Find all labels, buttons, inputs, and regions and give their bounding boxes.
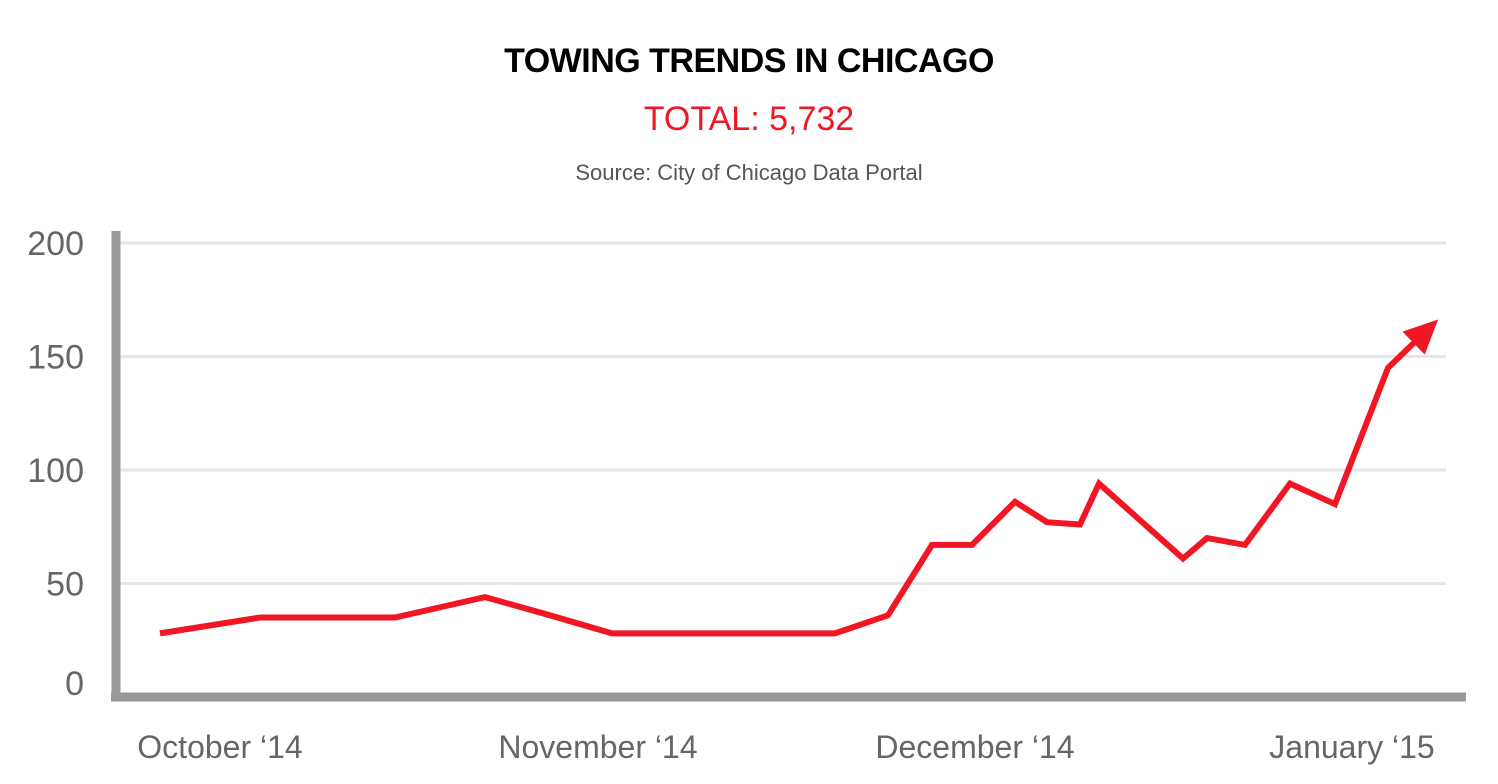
y-axis-tick-labels: 0 50 100 150 200 — [27, 225, 84, 703]
axes — [111, 231, 1466, 702]
x-tick-label-3: January ‘15 — [1269, 729, 1434, 765]
x-axis-tick-labels: October ‘14 November ‘14 December ‘14 Janua… — [137, 729, 1434, 765]
chart-source: Source: City of Chicago Data Portal — [575, 160, 923, 185]
y-tick-label-150: 150 — [27, 339, 84, 377]
chart-subtitle-total: TOTAL: 5,732 — [643, 100, 855, 138]
x-tick-label-2: December ‘14 — [875, 729, 1074, 765]
x-tick-label-0: October ‘14 — [137, 729, 302, 765]
x-tick-label-1: November ‘14 — [498, 729, 697, 765]
y-tick-label-0: 0 — [65, 665, 84, 703]
trend-arrowhead — [1402, 319, 1439, 355]
y-tick-label-100: 100 — [27, 452, 84, 490]
series-layer — [159, 319, 1439, 637]
y-tick-label-200: 200 — [27, 225, 84, 263]
chart-title: TOWING TRENDS IN CHICAGO — [504, 42, 994, 80]
y-tick-label-50: 50 — [46, 566, 84, 604]
series-line — [159, 338, 1419, 637]
gridlines — [116, 241, 1446, 585]
